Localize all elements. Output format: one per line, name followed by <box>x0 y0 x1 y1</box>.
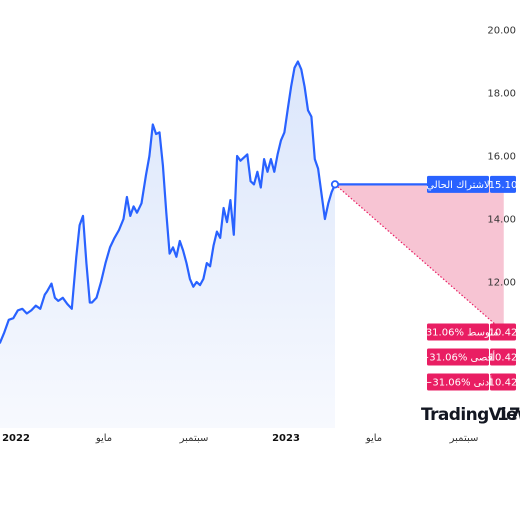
price-line <box>0 60 337 344</box>
x-tick-label: مايو <box>95 433 112 444</box>
forecast-min-label-text: −31.06% أدنى <box>424 376 492 389</box>
forecast-average-line <box>334 183 505 333</box>
forecast-max-label-text: −31.06% أقصى <box>421 351 495 364</box>
forecast-min-label-value: 10.42 <box>489 378 518 389</box>
price-area <box>0 61 335 428</box>
y-tick-label: 16.00 <box>487 152 516 163</box>
forecast-max-label-text-box <box>427 348 489 366</box>
forecast-average-label-text-box <box>427 323 489 341</box>
forecast-average-label-value: 10.42 <box>489 328 518 339</box>
x-tick-label: سبتمبر <box>179 433 209 444</box>
y-tick-label: 14.00 <box>487 215 516 226</box>
current-price-label-value-box <box>490 175 516 193</box>
tradingview-logo[interactable]: TradingView 17 <box>421 405 520 425</box>
y-tick-label: 18.00 <box>487 89 516 100</box>
current-price-label-text-box <box>427 175 489 193</box>
current-price-label-value: 15.10 <box>489 180 518 191</box>
forecast-max-label-value-box <box>490 348 516 366</box>
y-tick-label: 12.00 <box>487 278 516 289</box>
forecast-min-label-value-box <box>490 373 516 391</box>
x-tick-label: سبتمبر <box>449 433 479 444</box>
current-price-label-text: لاشتراك الحالي <box>426 180 490 191</box>
x-tick-label: مايو <box>365 433 382 444</box>
tradingview-wordmark: TradingView <box>421 405 520 425</box>
forecast-min-label-text-box <box>427 373 489 391</box>
x-tick-label: 2022 <box>2 433 30 444</box>
last-price-marker <box>330 180 340 189</box>
y-tick-label: 20.00 <box>487 26 516 37</box>
forecast-max-label-value: 10.42 <box>489 353 518 364</box>
tradingview-mark-icon: 17 <box>497 405 520 425</box>
forecast-average-label-value-box <box>490 323 516 341</box>
x-tick-label: 2023 <box>272 433 300 444</box>
forecast-average-label-text: −31.06% متوسط <box>417 328 498 339</box>
